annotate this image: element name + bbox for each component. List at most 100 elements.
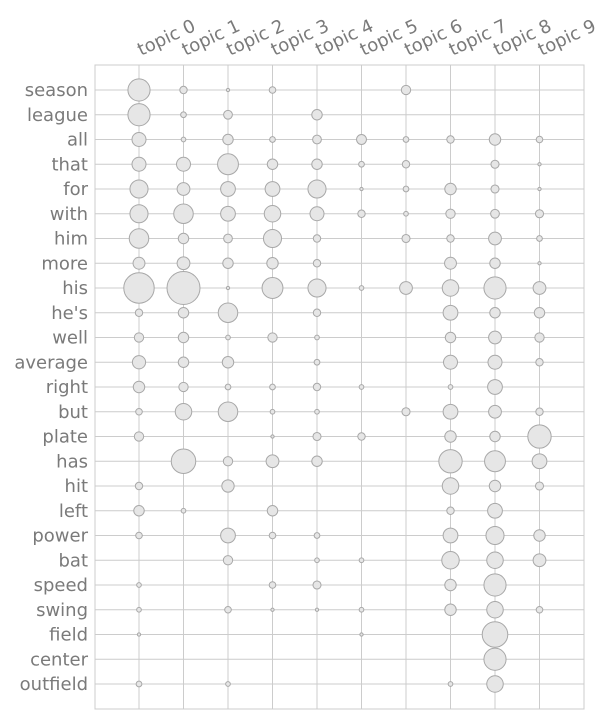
bubble — [307, 179, 327, 199]
bubble — [220, 527, 236, 544]
bubble — [488, 479, 502, 493]
bubble — [224, 605, 232, 614]
bubble — [176, 256, 191, 271]
bubble — [314, 334, 320, 341]
bubble — [483, 573, 507, 597]
bubble — [401, 160, 411, 169]
bubble — [261, 277, 284, 299]
bubble — [174, 403, 193, 421]
bubble — [490, 159, 500, 169]
bubble — [537, 162, 542, 167]
bubble — [445, 208, 456, 219]
y-tick-label: season — [25, 80, 88, 101]
bubble — [177, 331, 190, 344]
y-tick-label: speed — [34, 575, 88, 596]
bubble — [486, 601, 504, 619]
y-tick-label: field — [49, 625, 88, 646]
bubble — [268, 86, 277, 94]
bubble — [131, 355, 147, 370]
bubble — [537, 261, 542, 266]
bubble — [177, 232, 190, 245]
bubble — [447, 681, 454, 687]
bubble — [222, 133, 234, 146]
bubble — [442, 304, 459, 321]
bubble — [314, 557, 320, 564]
bubble — [225, 334, 231, 341]
bubble — [533, 529, 546, 542]
grid — [95, 65, 584, 709]
bubble — [532, 281, 547, 295]
bubble — [131, 132, 147, 147]
y-tick-label: hit — [65, 476, 88, 497]
bubble — [312, 308, 322, 317]
bubble — [534, 332, 545, 343]
bubble — [444, 331, 457, 344]
bubble — [485, 525, 505, 546]
bubble — [444, 603, 457, 616]
bubble — [170, 448, 197, 474]
bubble — [134, 308, 144, 317]
bubble — [263, 205, 282, 223]
bubble — [134, 481, 144, 491]
bubble — [527, 424, 552, 449]
bubble — [490, 184, 500, 194]
bubble — [217, 302, 239, 324]
bubble — [311, 455, 323, 467]
bubble — [402, 136, 410, 143]
bubble — [131, 156, 147, 172]
bubble — [269, 383, 276, 391]
bubble — [307, 278, 327, 298]
bubble — [225, 285, 231, 291]
bubble — [442, 403, 459, 420]
y-tick-label: well — [52, 328, 88, 349]
bubble — [399, 281, 413, 295]
bubble — [262, 228, 283, 249]
bubble — [446, 506, 455, 515]
bubble — [265, 454, 280, 469]
bubble — [534, 209, 545, 219]
bubble — [136, 632, 142, 637]
y-tick-label: league — [27, 105, 88, 126]
bubble — [488, 231, 502, 246]
bubble — [128, 228, 150, 249]
bubble — [220, 181, 236, 197]
bubble — [266, 158, 279, 170]
bubble — [441, 477, 460, 495]
bubble — [312, 134, 322, 145]
bubble — [400, 84, 412, 96]
bubble — [357, 432, 366, 441]
bubble — [223, 109, 233, 120]
bubble — [441, 279, 460, 297]
bubble — [135, 531, 143, 540]
bubble — [269, 136, 276, 143]
bubble — [225, 87, 231, 93]
bubble — [179, 85, 188, 95]
bubble — [180, 111, 187, 119]
bubble — [358, 557, 365, 564]
bubble — [483, 647, 507, 671]
bubble — [490, 208, 500, 219]
bubble — [132, 256, 146, 270]
y-tick-label: more — [41, 253, 88, 274]
y-tick-label: that — [51, 154, 88, 175]
bubble — [487, 354, 503, 370]
bubble — [481, 621, 509, 648]
bubble — [176, 156, 191, 172]
bubble — [225, 681, 231, 687]
bubble — [358, 160, 365, 168]
bubble — [443, 354, 458, 370]
bubble — [489, 257, 501, 269]
y-tick-label: for — [63, 179, 88, 200]
bubble — [533, 307, 546, 319]
bubble — [441, 551, 460, 570]
bubble — [129, 204, 149, 224]
bubble — [136, 582, 142, 588]
bubble — [535, 407, 544, 416]
bubble — [268, 531, 277, 540]
bubble — [486, 551, 504, 569]
bubbles — [123, 78, 552, 693]
bubble — [535, 135, 544, 144]
bubble — [221, 356, 235, 369]
bubble — [217, 153, 239, 176]
